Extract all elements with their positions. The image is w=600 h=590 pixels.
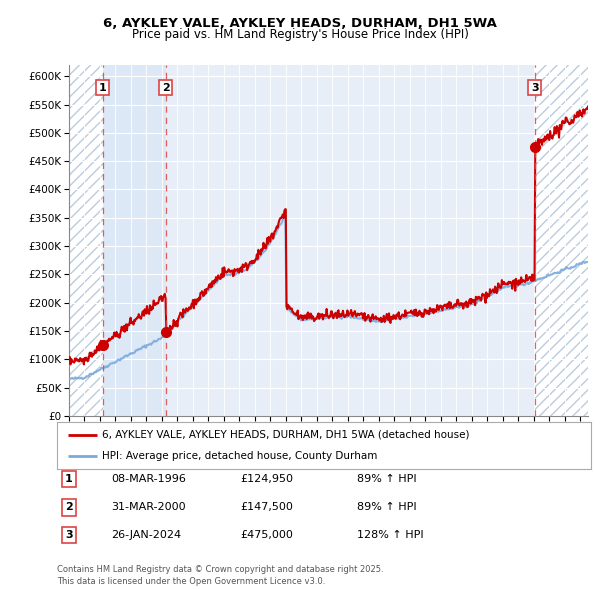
Bar	[69, 65, 103, 416]
Text: £147,500: £147,500	[240, 503, 293, 512]
Text: 6, AYKLEY VALE, AYKLEY HEADS, DURHAM, DH1 5WA (detached house): 6, AYKLEY VALE, AYKLEY HEADS, DURHAM, DH…	[103, 430, 470, 440]
Text: 1: 1	[65, 474, 73, 484]
Text: Price paid vs. HM Land Registry's House Price Index (HPI): Price paid vs. HM Land Registry's House …	[131, 28, 469, 41]
Text: 2: 2	[162, 83, 170, 93]
Bar	[103, 65, 166, 416]
Text: 1: 1	[99, 83, 107, 93]
Text: 6, AYKLEY VALE, AYKLEY HEADS, DURHAM, DH1 5WA: 6, AYKLEY VALE, AYKLEY HEADS, DURHAM, DH…	[103, 17, 497, 30]
Text: 128% ↑ HPI: 128% ↑ HPI	[357, 530, 424, 540]
Text: 2: 2	[65, 503, 73, 512]
Text: 89% ↑ HPI: 89% ↑ HPI	[357, 474, 416, 484]
Text: £475,000: £475,000	[240, 530, 293, 540]
Text: 3: 3	[65, 530, 73, 540]
Text: HPI: Average price, detached house, County Durham: HPI: Average price, detached house, Coun…	[103, 451, 378, 461]
Text: 31-MAR-2000: 31-MAR-2000	[111, 503, 185, 512]
Text: 3: 3	[531, 83, 539, 93]
Text: 08-MAR-1996: 08-MAR-1996	[111, 474, 186, 484]
Bar	[535, 65, 588, 416]
Bar	[69, 65, 103, 416]
Text: Contains HM Land Registry data © Crown copyright and database right 2025.
This d: Contains HM Land Registry data © Crown c…	[57, 565, 383, 586]
Bar	[535, 65, 588, 416]
Text: 26-JAN-2024: 26-JAN-2024	[111, 530, 181, 540]
Text: £124,950: £124,950	[240, 474, 293, 484]
Text: 89% ↑ HPI: 89% ↑ HPI	[357, 503, 416, 512]
